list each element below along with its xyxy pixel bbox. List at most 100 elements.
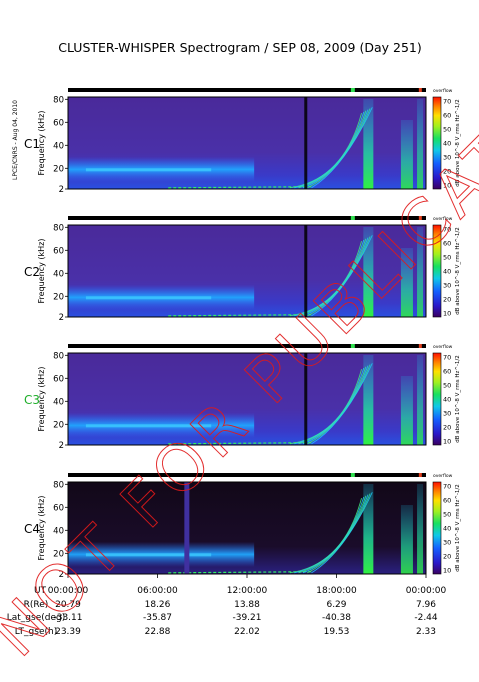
plot-frame bbox=[67, 352, 427, 446]
emission-spike bbox=[363, 99, 374, 189]
ephemeris-value: 18.26 bbox=[145, 600, 171, 610]
emission-spike bbox=[400, 376, 413, 445]
spacecraft-label: C2 bbox=[24, 265, 40, 279]
ephemeris-value: 2.33 bbox=[416, 627, 436, 637]
status-mark bbox=[350, 344, 355, 348]
y-tick-label: 60 bbox=[53, 118, 64, 128]
status-mark bbox=[350, 216, 355, 220]
status-strip bbox=[68, 473, 426, 477]
figure-title: CLUSTER-WHISPER Spectrogram / SEP 08, 20… bbox=[58, 40, 422, 55]
emission-spike bbox=[363, 227, 374, 317]
colorbar-tick-label: 40 bbox=[443, 268, 451, 276]
plot-frame bbox=[67, 96, 427, 190]
y-tick-label: 20 bbox=[53, 420, 64, 430]
y-tick-label: 20 bbox=[53, 549, 64, 559]
ephemeris-row-label: R(Re) bbox=[24, 600, 49, 610]
emission-band-core bbox=[85, 424, 212, 428]
status-mark bbox=[418, 216, 422, 220]
y-tick-label: 60 bbox=[53, 246, 64, 256]
ephemeris-value: 20.79 bbox=[55, 600, 81, 610]
emission-spike bbox=[400, 120, 413, 189]
emission-spike bbox=[417, 99, 424, 189]
y-tick-label: 2 bbox=[59, 185, 64, 195]
low-frequency-line bbox=[168, 186, 312, 189]
data-gap bbox=[304, 97, 308, 189]
y-tick-label: 80 bbox=[53, 95, 64, 105]
panel-c3: overflow 2 20 40 60 80 Frequency (kHz)C3 10 20 30… bbox=[24, 344, 461, 451]
spacecraft-label: C1 bbox=[24, 137, 40, 151]
colorbar-tick-label: 60 bbox=[443, 497, 451, 505]
x-tick-label: 00:00:00 bbox=[48, 586, 89, 596]
status-mark bbox=[418, 88, 422, 92]
x-tick-label: 00:00:00 bbox=[406, 586, 447, 596]
status-mark bbox=[350, 473, 355, 477]
y-tick-label: 2 bbox=[59, 570, 64, 580]
colorbar-label: dB above 10^-8 V_rms Hz^-1/2 bbox=[455, 484, 461, 572]
status-strip bbox=[68, 216, 426, 220]
emission-spike bbox=[400, 248, 413, 317]
colorbar-tick-label: 10 bbox=[443, 182, 451, 190]
status-mark bbox=[418, 344, 422, 348]
colorbar-tick-label: 20 bbox=[443, 296, 451, 304]
colorbar bbox=[432, 481, 442, 575]
colorbar-label: dB above 10^-8 V_rms Hz^-1/2 bbox=[455, 355, 461, 443]
y-tick-label: 80 bbox=[53, 351, 64, 361]
colorbar-tick-label: 60 bbox=[443, 112, 451, 120]
colorbar-tick-label: 40 bbox=[443, 525, 451, 533]
overflow-label: overflow bbox=[433, 473, 453, 479]
y-tick-label: 40 bbox=[53, 141, 64, 151]
colorbar-tick-label: 40 bbox=[443, 140, 451, 148]
overflow-label: overflow bbox=[433, 216, 453, 222]
panels-group: overflow 2 20 40 60 80 Frequency (kHz) C1 10 20 30… bbox=[24, 88, 461, 580]
colorbar-tick-label: 50 bbox=[443, 511, 451, 519]
colorbar-tick-label: 10 bbox=[443, 567, 451, 575]
ephemeris-value: 22.02 bbox=[234, 627, 260, 637]
colorbar-tick-label: 30 bbox=[443, 282, 451, 290]
status-mark bbox=[418, 473, 422, 477]
y-tick-label: 60 bbox=[53, 374, 64, 384]
colorbar-tick-label: 60 bbox=[443, 368, 451, 376]
colorbar-tick-label: 70 bbox=[443, 226, 451, 234]
y-tick-label: 2 bbox=[59, 441, 64, 451]
ephemeris-value: 19.53 bbox=[324, 627, 350, 637]
colorbar-label: dB above 10^-8 V_rms Hz^-1/2 bbox=[455, 99, 461, 187]
side-label: LPCE/CNRS - Aug 04, 2010 bbox=[12, 100, 19, 180]
emission-spike bbox=[417, 355, 424, 445]
ephemeris-value: -40.38 bbox=[322, 613, 351, 623]
colorbar-tick-label: 70 bbox=[443, 354, 451, 362]
y-tick-label: 40 bbox=[53, 526, 64, 536]
colorbar-tick-label: 40 bbox=[443, 396, 451, 404]
overflow-label: overflow bbox=[433, 344, 453, 350]
emission-spike bbox=[417, 227, 424, 317]
emission-spike bbox=[363, 484, 374, 574]
y-axis-label: Frequency (kHz) bbox=[37, 496, 46, 561]
data-gap bbox=[184, 482, 190, 574]
data-gap bbox=[304, 353, 308, 445]
ephemeris-row-label: Lat_gse(deg) bbox=[7, 613, 65, 623]
colorbar-tick-label: 50 bbox=[443, 254, 451, 262]
colorbar-tick-label: 60 bbox=[443, 240, 451, 248]
ephemeris-value: 6.29 bbox=[326, 600, 346, 610]
ephemeris-value: -2.44 bbox=[414, 613, 438, 623]
colorbar bbox=[432, 352, 442, 446]
colorbar-tick-label: 50 bbox=[443, 126, 451, 134]
ephemeris-value: -33.11 bbox=[53, 613, 82, 623]
low-frequency-line bbox=[168, 442, 312, 445]
ephemeris-value: -39.21 bbox=[232, 613, 261, 623]
spacecraft-label: C4 bbox=[24, 522, 40, 536]
y-tick-label: 40 bbox=[53, 269, 64, 279]
y-tick-label: 20 bbox=[53, 292, 64, 302]
ephemeris-value: 23.39 bbox=[55, 627, 81, 637]
ephemeris-value: -35.87 bbox=[143, 613, 172, 623]
low-frequency-line bbox=[168, 571, 312, 574]
panel-c2: overflow 2 20 40 60 80 Frequency (kHz)C2 10 20 30… bbox=[24, 216, 461, 323]
ephemeris-value: 13.88 bbox=[234, 600, 260, 610]
ephemeris-row-label: LT_gse(h) bbox=[15, 627, 57, 637]
y-tick-label: 80 bbox=[53, 480, 64, 490]
colorbar-tick-label: 70 bbox=[443, 483, 451, 491]
colorbar bbox=[432, 224, 442, 318]
colorbar bbox=[432, 96, 442, 190]
colorbar-tick-label: 30 bbox=[443, 410, 451, 418]
y-tick-label: 40 bbox=[53, 397, 64, 407]
colorbar-tick-label: 20 bbox=[443, 424, 451, 432]
